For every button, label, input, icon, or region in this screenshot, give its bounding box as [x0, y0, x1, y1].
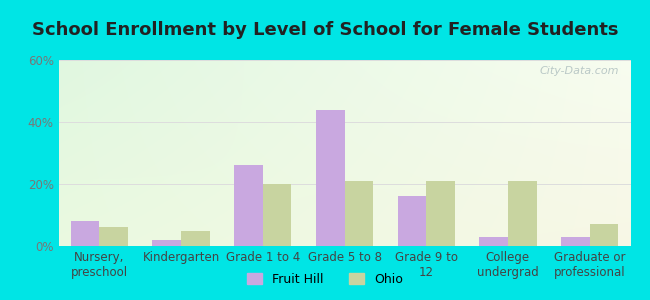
Bar [99, 227, 128, 246]
Bar [316, 110, 344, 246]
Bar [181, 230, 210, 246]
Legend: Fruit Hill, Ohio: Fruit Hill, Ohio [242, 268, 408, 291]
Bar [426, 181, 455, 246]
Text: School Enrollment by Level of School for Female Students: School Enrollment by Level of School for… [32, 21, 618, 39]
Bar [344, 181, 373, 246]
Bar [263, 184, 291, 246]
Bar [234, 165, 263, 246]
Bar [561, 237, 590, 246]
Bar [71, 221, 99, 246]
Bar [479, 237, 508, 246]
Bar [153, 240, 181, 246]
Bar [590, 224, 618, 246]
Bar [508, 181, 536, 246]
Text: City-Data.com: City-Data.com [540, 66, 619, 76]
Bar [398, 196, 426, 246]
